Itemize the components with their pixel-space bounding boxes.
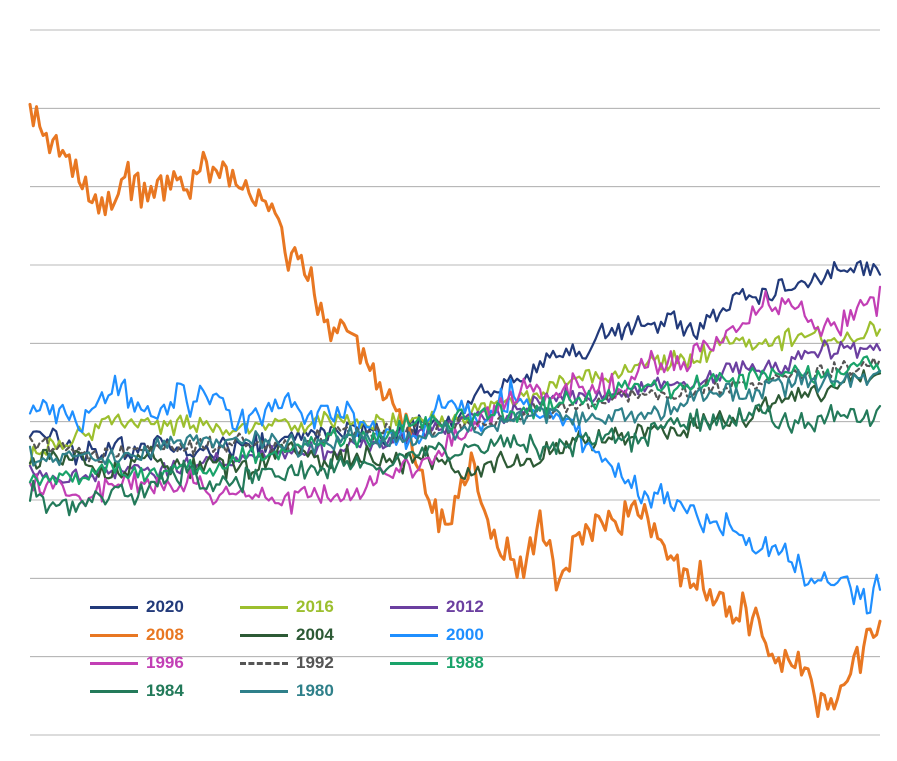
legend-item-1996: 1996 (90, 653, 240, 673)
legend-item-1984: 1984 (90, 681, 240, 701)
line-chart: 2020 2016 2012 2008 2004 2000 1996 1992 1988 1984… (0, 0, 897, 761)
legend-label: 1988 (446, 653, 484, 673)
legend-swatch (240, 690, 288, 693)
legend-label: 2004 (296, 625, 334, 645)
legend-label: 2000 (446, 625, 484, 645)
legend-item-1988: 1988 (390, 653, 540, 673)
legend-label: 2008 (146, 625, 184, 645)
legend-swatch (390, 634, 438, 637)
legend-item-2008: 2008 (90, 625, 240, 645)
legend-label: 2012 (446, 597, 484, 617)
legend-swatch (390, 662, 438, 665)
legend-item-2016: 2016 (240, 597, 390, 617)
legend-item-2020: 2020 (90, 597, 240, 617)
legend-label: 2020 (146, 597, 184, 617)
legend-label: 2016 (296, 597, 334, 617)
legend: 2020 2016 2012 2008 2004 2000 1996 1992 1988 1984… (90, 597, 540, 701)
series-2000 (30, 376, 880, 614)
legend-item-2012: 2012 (390, 597, 540, 617)
legend-item-1992: 1992 (240, 653, 390, 673)
legend-swatch (240, 662, 288, 665)
legend-label: 1980 (296, 681, 334, 701)
legend-swatch (90, 690, 138, 693)
legend-label: 1984 (146, 681, 184, 701)
legend-swatch (240, 634, 288, 637)
legend-label: 1996 (146, 653, 184, 673)
series-1992 (30, 358, 880, 462)
legend-swatch (90, 606, 138, 609)
legend-swatch (90, 634, 138, 637)
legend-swatch (90, 662, 138, 665)
legend-swatch (240, 606, 288, 609)
legend-item-2004: 2004 (240, 625, 390, 645)
legend-label: 1992 (296, 653, 334, 673)
legend-item-1980: 1980 (240, 681, 390, 701)
legend-item-2000: 2000 (390, 625, 540, 645)
legend-swatch (390, 606, 438, 609)
